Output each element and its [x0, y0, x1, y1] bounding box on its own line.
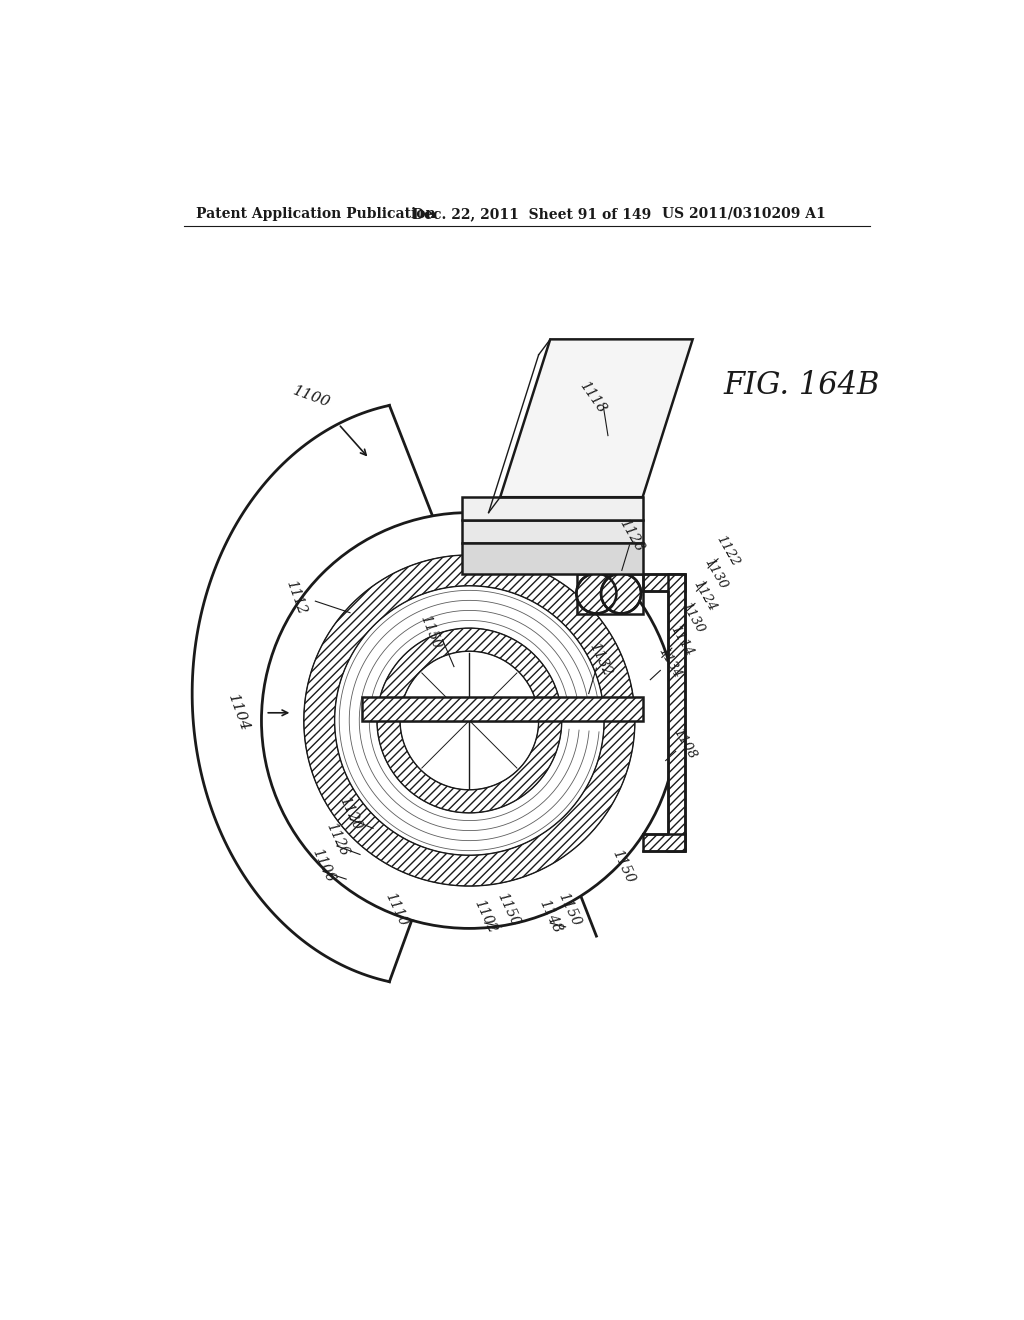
Text: Patent Application Publication: Patent Application Publication	[196, 207, 435, 220]
Text: Dec. 22, 2011  Sheet 91 of 149: Dec. 22, 2011 Sheet 91 of 149	[412, 207, 651, 220]
Text: 1120: 1120	[336, 793, 364, 832]
Text: 1124: 1124	[690, 578, 718, 614]
Text: 1100: 1100	[291, 384, 332, 411]
Text: FIG. 164B: FIG. 164B	[724, 370, 880, 401]
Text: 1104: 1104	[225, 692, 252, 734]
Text: 1150: 1150	[494, 890, 521, 928]
Text: 1110: 1110	[382, 890, 410, 928]
Text: 1126: 1126	[324, 821, 351, 859]
Text: 1134: 1134	[655, 645, 684, 681]
Text: 1122: 1122	[714, 533, 741, 569]
Text: 1102: 1102	[471, 898, 499, 936]
Polygon shape	[462, 544, 643, 574]
Polygon shape	[500, 339, 692, 498]
Circle shape	[601, 573, 641, 614]
Polygon shape	[361, 697, 643, 721]
Text: 1130: 1130	[701, 557, 730, 591]
Text: 1128: 1128	[616, 517, 646, 554]
Text: 1114: 1114	[667, 623, 695, 659]
Polygon shape	[643, 574, 685, 591]
Polygon shape	[462, 520, 643, 544]
Text: 1150: 1150	[556, 890, 584, 928]
Text: 1132: 1132	[587, 640, 614, 678]
Text: 1150: 1150	[609, 847, 637, 886]
Text: 1118: 1118	[577, 379, 608, 416]
Polygon shape	[668, 574, 685, 851]
Ellipse shape	[261, 512, 677, 928]
Text: US 2011/0310209 A1: US 2011/0310209 A1	[662, 207, 825, 220]
Polygon shape	[462, 498, 643, 520]
Circle shape	[577, 573, 616, 614]
Text: 1130: 1130	[679, 601, 707, 636]
Text: 1106: 1106	[309, 846, 337, 884]
Polygon shape	[643, 834, 685, 851]
Text: 1112: 1112	[284, 578, 309, 616]
Text: 1108: 1108	[671, 726, 699, 762]
Text: 1148: 1148	[537, 898, 564, 936]
Text: 1150: 1150	[418, 612, 444, 651]
